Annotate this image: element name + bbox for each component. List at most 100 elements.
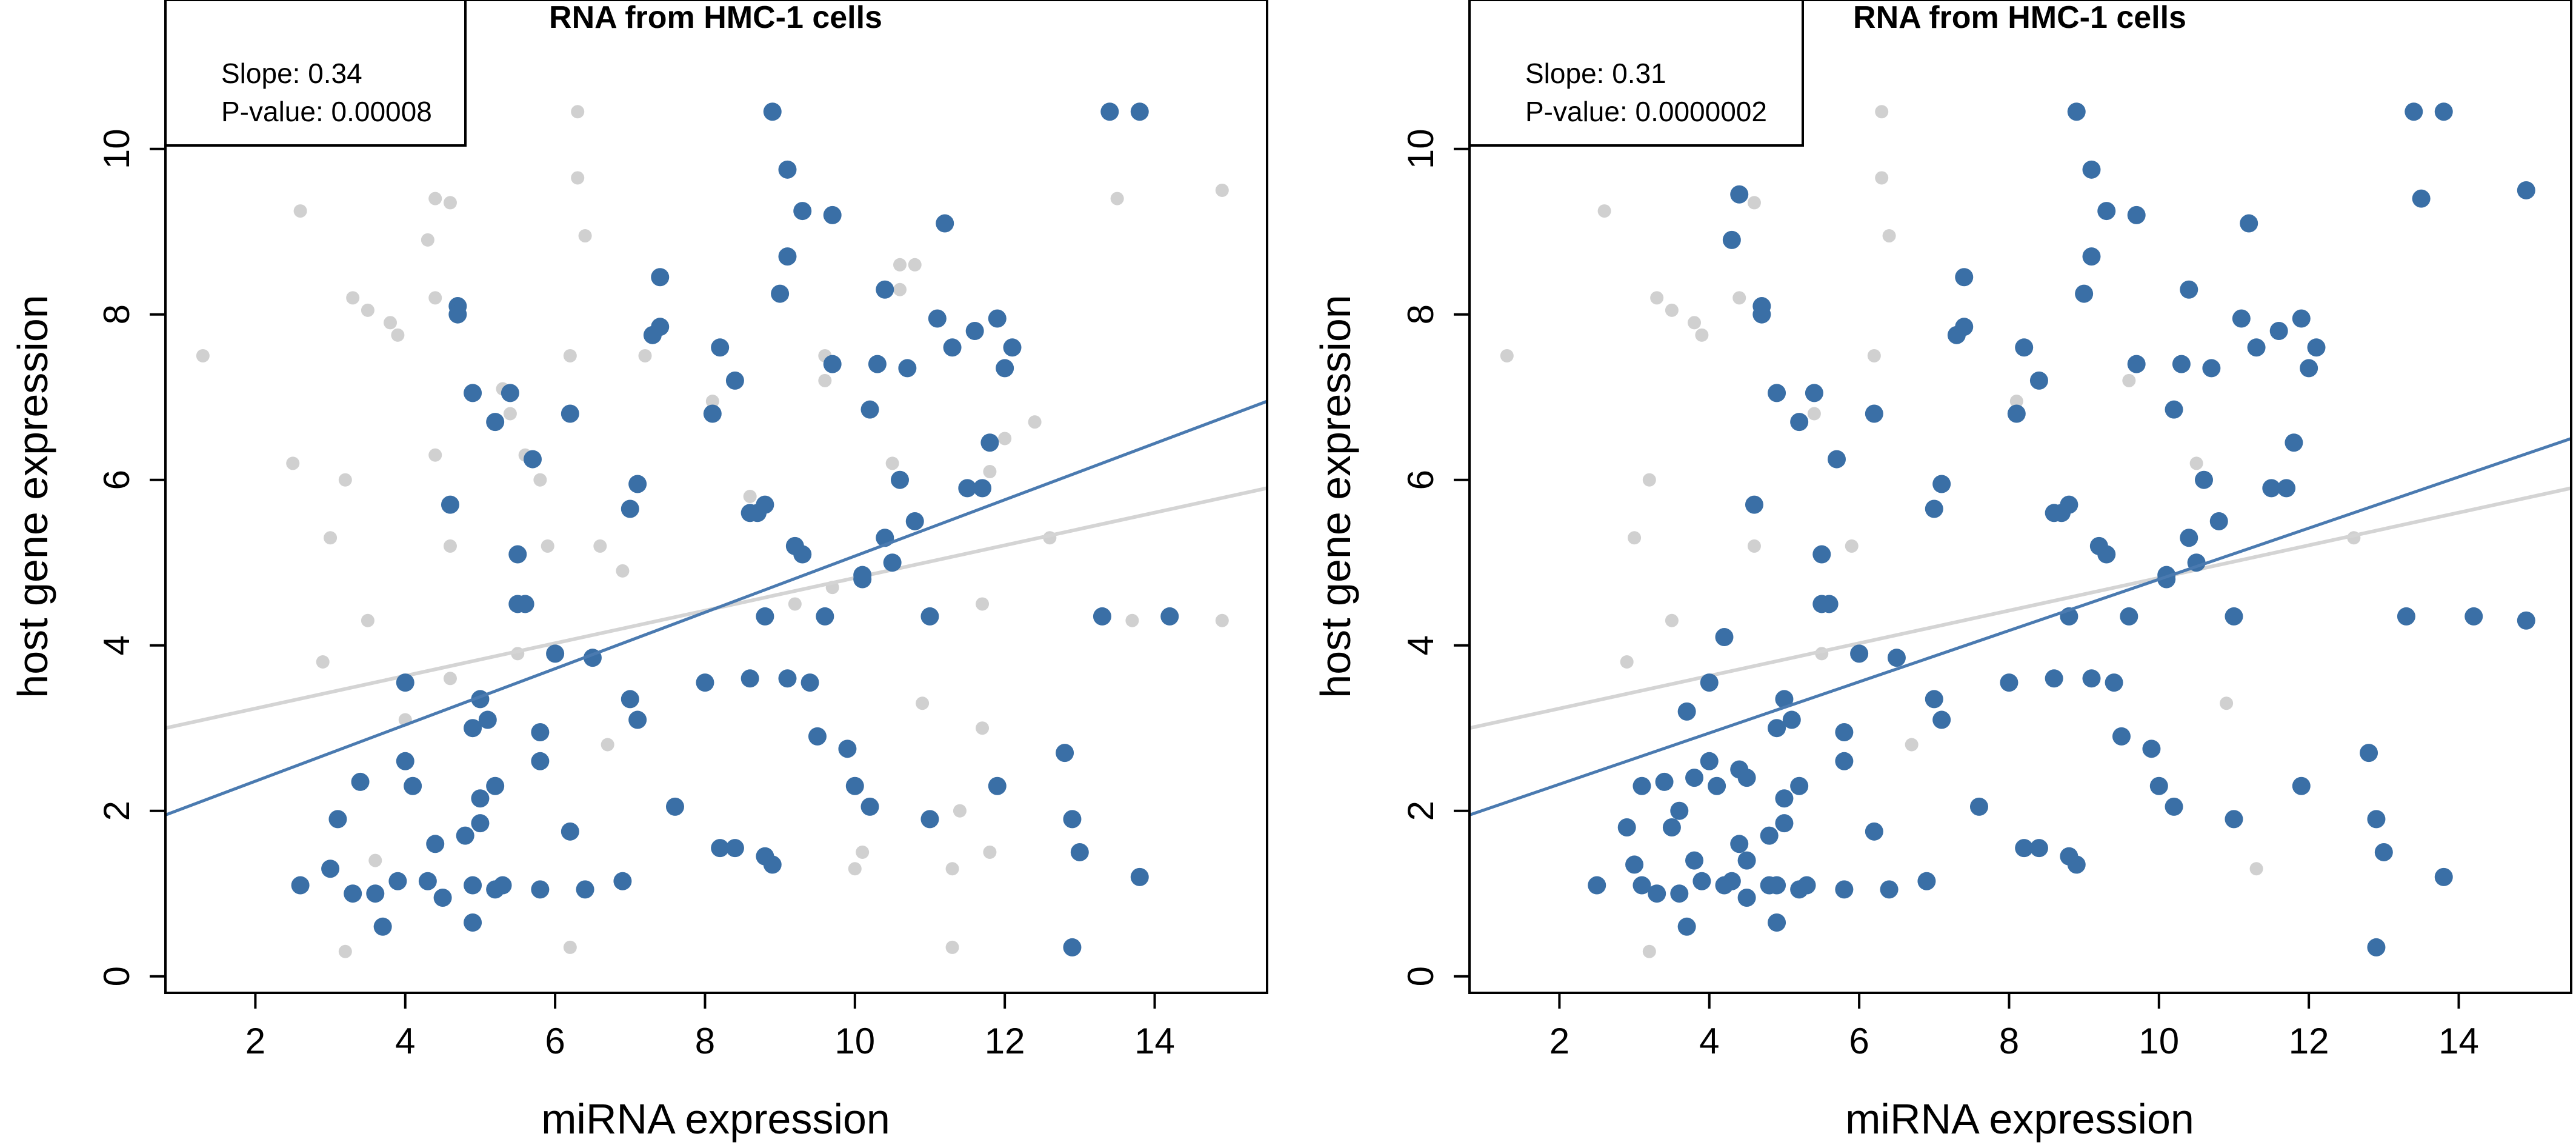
highlight-point [1835,723,1854,742]
highlight-point [2165,797,2183,816]
highlight-point [1969,797,1988,816]
highlight-point [546,644,565,663]
highlight-point [2240,214,2258,233]
highlight-point [2082,669,2101,688]
highlight-point [486,776,505,795]
highlight-point [456,826,474,845]
highlight-point [651,318,670,336]
background-point [976,597,990,611]
highlight-point [756,607,774,626]
x-axis: 2 4 6 8 10 12 14 [245,992,1175,1061]
background-point [705,395,719,409]
highlight-point [665,797,684,816]
x-tick-label: 2 [1549,1021,1569,1061]
highlight-point [1648,884,1666,903]
highlight-point [2060,495,2078,514]
highlight-point [471,814,490,833]
highlight-point [464,719,482,738]
highlight-point [433,889,452,907]
highlight-point [524,450,542,469]
highlight-point [464,913,482,932]
highlight-point [1932,710,1951,729]
highlight-point [1828,450,1846,469]
background-point [443,196,457,210]
y-tick-label: 6 [96,470,137,490]
highlight-point [905,512,924,530]
highlight-point [1070,843,1089,861]
background-point [443,672,457,686]
background-point [601,738,614,752]
highlight-point [441,495,459,514]
background-point [503,407,517,421]
highlight-point [725,839,744,858]
x-tick-label: 12 [2289,1021,2329,1061]
background-point [1747,196,1761,210]
background-point [1125,613,1139,627]
highlight-point [1775,690,1794,709]
highlight-point [2067,855,2086,874]
y-tick-label: 8 [96,304,137,324]
highlight-point [1662,818,1681,836]
highlight-point [1100,102,1119,121]
plot-content [165,102,1267,958]
chart-title: RNA from HMC-1 cells [1853,0,2186,35]
background-point [1665,303,1679,317]
y-tick-label: 2 [1400,801,1441,821]
highlight-point [478,710,497,729]
y-tick-label: 10 [1400,129,1441,169]
highlight-point [1820,595,1839,613]
highlight-point [1768,876,1786,895]
highlight-point [2000,673,2019,692]
highlight-point [1130,102,1149,121]
highlight-point [1617,818,1636,836]
highlight-point [1063,810,1082,829]
highlight-point [936,214,954,233]
background-point [953,804,967,818]
highlight-point [778,160,797,179]
highlight-point [2097,545,2116,564]
highlight-point [868,355,887,373]
highlight-point [2374,843,2393,861]
highlight-point [1790,776,1809,795]
highlight-point [351,772,370,791]
highlight-point [396,673,414,692]
highlight-point [1700,752,1719,770]
highlight-point [426,835,445,853]
highlight-point [1865,822,1883,841]
highlight-point [2112,727,2131,746]
background-point [1215,613,1229,627]
background-point [945,862,959,876]
background-point [1642,473,1656,487]
highlight-point [2412,189,2431,208]
background-point [428,448,442,462]
highlight-point [2142,739,2161,758]
highlight-point [853,570,872,589]
highlight-point [291,876,310,895]
highlight-point [621,690,639,709]
highlight-point [1003,338,1022,357]
highlight-point [651,268,670,287]
x-axis: 2 4 6 8 10 12 14 [1549,992,2479,1061]
background-point [428,291,442,305]
highlight-point [508,545,527,564]
highlight-point [1632,876,1651,895]
highlight-point [2127,205,2146,224]
background-point [916,696,930,710]
legend-p-value: P-value: 0.00008 [221,96,432,127]
highlight-point [2397,607,2415,626]
highlight-point [621,499,639,518]
highlight-point [771,284,790,303]
background-point [541,539,554,553]
background-point [421,233,434,247]
highlight-point [1670,801,1689,820]
background-point [2009,395,2023,409]
background-point [346,291,360,305]
fit-line [165,399,1267,816]
highlight-point [2172,355,2191,373]
chart-panel-left: RNA from HMC-1 cells Slope: 0.34 P-value… [9,0,1268,1143]
highlight-point [703,404,722,423]
highlight-point [2082,247,2101,266]
highlight-point [778,247,797,266]
highlight-point [404,776,422,795]
highlight-point [696,673,714,692]
